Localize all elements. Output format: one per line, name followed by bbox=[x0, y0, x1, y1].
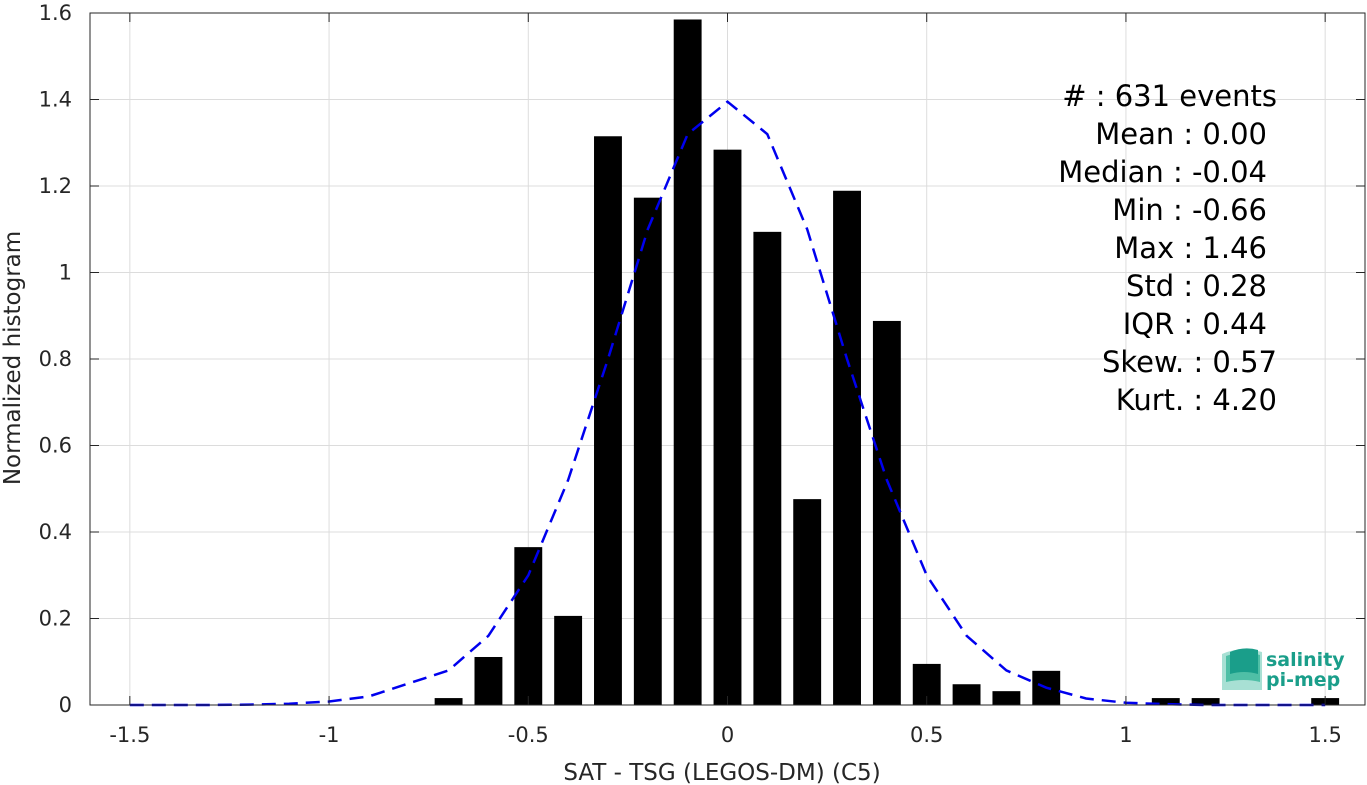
histogram-bars bbox=[434, 19, 1340, 706]
stat-iqr: IQR : 0.44 bbox=[1123, 307, 1267, 341]
histogram-bar bbox=[753, 231, 782, 705]
x-tick-label: 0.5 bbox=[910, 723, 943, 747]
histogram-bar bbox=[793, 499, 822, 705]
histogram-bar bbox=[434, 698, 463, 705]
logo-text-pimep: pi-mep bbox=[1266, 669, 1340, 691]
x-tick-label: -1 bbox=[319, 723, 340, 747]
x-tick-labels: -1.5 -1 -0.5 0 0.5 1 1.5 bbox=[109, 723, 1342, 747]
histogram-bar bbox=[713, 149, 742, 706]
wave-logo-icon bbox=[1222, 648, 1262, 690]
stat-max: Max : 1.46 bbox=[1114, 231, 1267, 265]
x-tick-label: 1.5 bbox=[1308, 723, 1341, 747]
histogram-bar bbox=[633, 197, 662, 706]
histogram-bar bbox=[1151, 698, 1180, 705]
y-tick-label: 0.4 bbox=[39, 520, 72, 544]
y-tick-label: 0.2 bbox=[39, 607, 72, 631]
stat-kurt: Kurt. : 4.20 bbox=[1116, 383, 1277, 417]
logo-text-salinity: salinity bbox=[1266, 649, 1345, 671]
x-tick-label: 0 bbox=[721, 723, 734, 747]
y-tick-label: 0.6 bbox=[39, 434, 72, 458]
histogram-bar bbox=[872, 320, 901, 705]
x-tick-label: -1.5 bbox=[109, 723, 150, 747]
salinity-pimep-logo: salinity pi-mep bbox=[1222, 648, 1345, 691]
axis-ticks bbox=[90, 12, 1365, 706]
y-tick-label: 1.6 bbox=[39, 1, 72, 25]
y-tick-label: 1 bbox=[59, 261, 72, 285]
histogram-bar bbox=[594, 136, 622, 705]
stat-std: Std : 0.28 bbox=[1126, 269, 1267, 303]
y-axis-label: Normalized histogram bbox=[0, 231, 26, 485]
x-tick-label: 1 bbox=[1119, 723, 1132, 747]
histogram-bar bbox=[673, 19, 702, 706]
histogram-bar bbox=[833, 190, 861, 705]
stat-min: Min : -0.66 bbox=[1112, 193, 1267, 227]
histogram-bar bbox=[554, 615, 583, 705]
y-tick-label: 1.2 bbox=[39, 174, 72, 198]
stat-skew: Skew. : 0.57 bbox=[1102, 345, 1277, 379]
x-tick-label: -0.5 bbox=[508, 723, 549, 747]
histogram-bar bbox=[952, 684, 981, 705]
y-tick-label: 0.8 bbox=[39, 347, 72, 371]
y-tick-labels: 0 0.2 0.4 0.6 0.8 1 1.2 1.4 1.6 bbox=[39, 1, 72, 717]
y-tick-label: 1.4 bbox=[39, 88, 72, 112]
stat-median: Median : -0.04 bbox=[1058, 155, 1267, 189]
histogram-bar bbox=[992, 691, 1021, 705]
histogram-bar bbox=[474, 656, 503, 705]
stats-box: # : 631 events Mean : 0.00 Median : -0.0… bbox=[1058, 79, 1277, 417]
histogram-bar bbox=[1191, 698, 1220, 705]
stat-mean: Mean : 0.00 bbox=[1095, 117, 1267, 151]
x-axis-label: SAT - TSG (LEGOS-DM) (C5) bbox=[563, 760, 880, 785]
stat-events: # : 631 events bbox=[1062, 79, 1277, 113]
y-tick-label: 0 bbox=[59, 693, 72, 717]
histogram-bar bbox=[514, 547, 543, 705]
